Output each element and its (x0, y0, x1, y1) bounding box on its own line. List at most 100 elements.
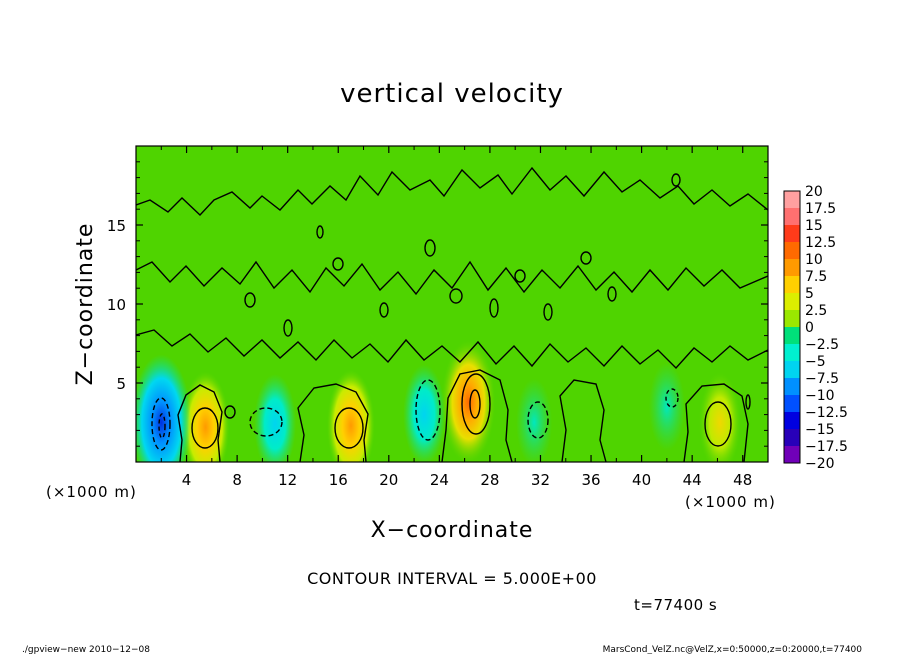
y-axis: 5 10 15 (107, 161, 768, 447)
x-tick-label: 44 (683, 471, 702, 489)
colorbar-label: −5 (805, 354, 826, 370)
x-axis-label: X−coordinate (371, 518, 534, 543)
contour-small-cell (543, 303, 553, 321)
colorbar-swatch (784, 361, 800, 379)
colorbar-label: 12.5 (805, 235, 836, 251)
x-tick-label: 36 (581, 471, 600, 489)
time-label: t=77400 s (634, 596, 717, 614)
contour-zero-line-3 (441, 369, 513, 462)
plot-area (136, 146, 768, 462)
downdraft-cell (648, 362, 685, 451)
colorbar-label: −12.5 (805, 405, 848, 421)
footer-right: MarsCond_VelZ.nc@VelZ,x=0:50000,z=0:2000… (603, 645, 863, 654)
contour-small-cell (671, 173, 681, 187)
contour-downdraft-ring (415, 379, 441, 441)
contour-zero-line-4 (559, 379, 607, 462)
contour-small-cell (449, 288, 463, 304)
colorbar-swatch (784, 378, 800, 396)
colorbar-label: 0 (805, 320, 814, 336)
y-tick-label: 5 (116, 375, 126, 393)
updraft-cell (326, 369, 375, 462)
contour-updraft-core (469, 389, 481, 419)
colorbar-label: 17.5 (805, 201, 836, 217)
x-tick-label: 40 (632, 471, 651, 489)
contour-downdraft-ring (151, 397, 171, 451)
x-tick-label: 4 (182, 471, 192, 489)
x-axis-unit-left: (×1000 m) (46, 483, 137, 501)
colorbar-label: −7.5 (805, 371, 839, 387)
colorbar-swatch (784, 225, 800, 243)
colorbar-label: 15 (805, 218, 823, 234)
contour-updraft-ring (704, 401, 732, 447)
colorbar-label: 10 (805, 252, 823, 268)
contour-small-cell (424, 239, 436, 257)
colorbar-swatch (784, 276, 800, 294)
x-tick-label: 28 (480, 471, 499, 489)
contour-lines (136, 166, 768, 462)
x-tick-label: 8 (232, 471, 242, 489)
contour-downdraft-ring (249, 407, 283, 437)
contour-small-cell (332, 257, 344, 271)
colorbar-swatch (784, 310, 800, 328)
chart-title: vertical velocity (340, 79, 564, 109)
colorbar-swatch (784, 242, 800, 260)
updraft-cell (441, 339, 496, 462)
colorbar-label: −15 (805, 422, 835, 438)
contour-upper-boundary (136, 166, 768, 216)
x-tick-label: 20 (379, 471, 398, 489)
colorbar-label: −20 (805, 456, 835, 472)
contour-small-cell (607, 286, 617, 302)
velocity-cells (136, 339, 741, 462)
colorbar-swatch (784, 293, 800, 311)
y-axis-label: Z−coordinate (73, 223, 98, 386)
colorbar-swatch (784, 395, 800, 413)
colorbar-swatch (784, 191, 800, 209)
x-tick-label: 12 (278, 471, 297, 489)
x-tick-label: 32 (531, 471, 550, 489)
colorbar-frame (783, 190, 801, 464)
colorbar-swatch (784, 344, 800, 362)
colorbar-label: 20 (805, 184, 823, 200)
colorbar-label: 7.5 (805, 269, 827, 285)
contour-updraft-ring (461, 373, 491, 435)
footer-left: ./gpview−new 2010−12−08 (22, 645, 150, 654)
contour-interval-label: CONTOUR INTERVAL = 5.000E+00 (307, 569, 597, 588)
colorbar: 2017.51512.5107.552.50−2.5−5−7.5−10−12.5… (783, 184, 848, 472)
contour-small-cell (489, 298, 499, 318)
colorbar-swatch (784, 446, 800, 464)
contour-downdraft-core (158, 413, 166, 439)
downdraft-cell (516, 378, 553, 462)
y-tick-label: 15 (107, 217, 126, 235)
downdraft-cell (136, 354, 192, 462)
contour-small-cell (316, 225, 324, 239)
contour-updraft-ring (334, 407, 364, 449)
colorbar-swatch (784, 327, 800, 345)
colorbar-label: −10 (805, 388, 835, 404)
x-axis-unit-right: (×1000 m) (685, 493, 776, 511)
x-tick-label: 24 (430, 471, 449, 489)
x-tick-label: 16 (329, 471, 348, 489)
contour-lower-boundary (136, 329, 768, 370)
contour-small-cell (379, 302, 389, 318)
contour-downdraft-ring (527, 401, 549, 439)
contour-small-cell (283, 319, 293, 337)
contour-mid-boundary (136, 260, 768, 296)
colorbar-label: −17.5 (805, 439, 848, 455)
y-tick-label: 10 (107, 296, 126, 314)
x-tick-label: 48 (733, 471, 752, 489)
contour-zero-line-5 (683, 383, 749, 462)
colorbar-swatch (784, 259, 800, 277)
colorbar-swatch (784, 208, 800, 226)
contour-zero-line-1 (177, 384, 223, 462)
contour-small-cell (224, 405, 236, 419)
contour-downdraft-ring (665, 388, 679, 408)
colorbar-label: 5 (805, 286, 814, 302)
contour-zero-line-2 (297, 383, 369, 462)
colorbar-label: −2.5 (805, 337, 839, 353)
contour-small-cell (514, 269, 526, 283)
colorbar-swatch (784, 412, 800, 430)
x-axis: 4 8 12 16 20 24 28 32 36 40 44 48 (160, 146, 752, 489)
contour-small-cell (244, 292, 256, 308)
contour-updraft-ring (191, 407, 219, 449)
